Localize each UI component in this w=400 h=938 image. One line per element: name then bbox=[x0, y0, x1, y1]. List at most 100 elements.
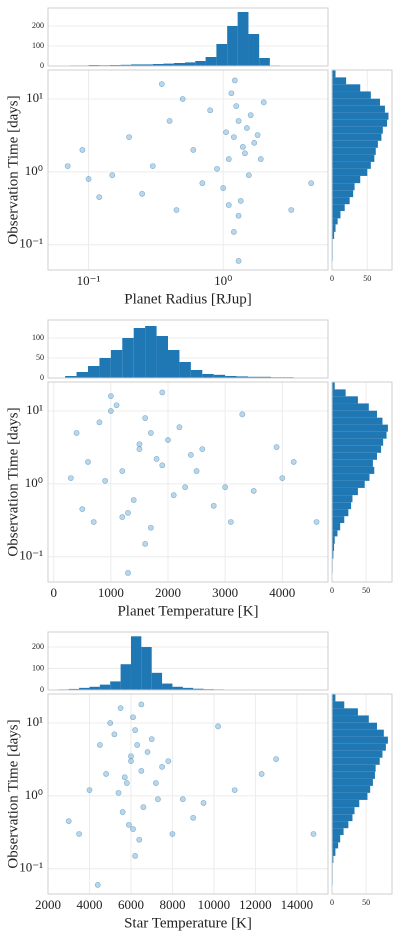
scatter-point bbox=[179, 96, 186, 102]
histogram-bar bbox=[332, 799, 360, 808]
scatter-point bbox=[119, 514, 126, 520]
scatter-point bbox=[86, 787, 93, 793]
histogram-bar bbox=[332, 502, 352, 510]
scatter-point bbox=[119, 468, 126, 474]
scatter-point bbox=[107, 720, 114, 726]
histogram-bar bbox=[205, 57, 217, 66]
y-tick-label: 10⁰ bbox=[25, 475, 43, 490]
histogram-bar bbox=[332, 396, 358, 404]
histogram-bar bbox=[332, 708, 358, 716]
histogram-bar bbox=[145, 326, 157, 378]
scatter-point bbox=[273, 444, 280, 450]
scatter-point bbox=[142, 540, 149, 547]
y-tick-label: 0 bbox=[40, 373, 44, 382]
histogram-bar bbox=[332, 112, 389, 120]
histogram-bar bbox=[99, 358, 111, 378]
histogram-bar bbox=[332, 543, 335, 551]
histogram-bar bbox=[332, 126, 383, 134]
scatter-point bbox=[90, 519, 97, 525]
scatter-point bbox=[230, 134, 237, 140]
histogram-bar bbox=[332, 480, 365, 488]
histogram-bar bbox=[332, 197, 350, 205]
x-axis-label: Planet Temperature [K] bbox=[117, 603, 258, 619]
histogram-bar bbox=[332, 410, 377, 418]
scatter-point bbox=[222, 484, 229, 491]
scatter-point bbox=[159, 462, 166, 469]
scatter-point bbox=[182, 484, 189, 491]
scatter-point bbox=[94, 881, 101, 888]
histogram-bar bbox=[332, 417, 383, 425]
histogram-bar bbox=[332, 119, 388, 127]
histogram-bar bbox=[332, 438, 384, 446]
scatter-point bbox=[96, 742, 103, 748]
histogram-bar bbox=[172, 686, 183, 690]
y-axis-label: Observation Time [days] bbox=[5, 95, 21, 244]
histogram-bar bbox=[332, 452, 377, 460]
scatter-point bbox=[128, 753, 134, 760]
scatter-point bbox=[73, 430, 80, 436]
scatter-point bbox=[257, 156, 264, 162]
histogram-bar bbox=[332, 821, 349, 829]
histogram-bar bbox=[89, 686, 100, 690]
scatter-point bbox=[288, 207, 295, 213]
scatter-point bbox=[102, 477, 109, 484]
histogram-bar bbox=[332, 168, 368, 176]
scatter-point bbox=[125, 509, 131, 516]
histogram-bar bbox=[122, 338, 134, 378]
histogram-bar bbox=[332, 218, 338, 225]
scatter-point bbox=[251, 139, 258, 146]
histogram-bar bbox=[79, 687, 90, 690]
scatter-point bbox=[64, 163, 71, 169]
y-tick-label: 10⁰ bbox=[25, 163, 43, 178]
y-tick-label: 10⁻¹ bbox=[19, 548, 43, 563]
scatter-point bbox=[159, 389, 166, 396]
histogram-bar bbox=[156, 336, 168, 378]
histogram-bar bbox=[332, 495, 353, 503]
scatter-point bbox=[176, 424, 183, 431]
axes-frame bbox=[47, 693, 329, 895]
axes-frame bbox=[47, 381, 329, 583]
scatter-point bbox=[170, 492, 177, 499]
y-tick-label: 10⁻¹ bbox=[19, 236, 43, 251]
y-tick-label: 100 bbox=[32, 333, 44, 342]
y-tick-label: 10⁰ bbox=[25, 787, 43, 802]
histogram-bar bbox=[332, 91, 371, 99]
x-tick-label: 6000 bbox=[118, 897, 144, 912]
histogram-bar bbox=[332, 473, 370, 481]
y-tick-label: 0 bbox=[40, 685, 44, 694]
scatter-point bbox=[193, 468, 200, 474]
scatter-point bbox=[166, 118, 173, 124]
scatter-point bbox=[123, 780, 130, 786]
axes-frame bbox=[331, 381, 393, 583]
histogram-bar bbox=[332, 147, 376, 155]
y-tick-label: 50 bbox=[36, 353, 44, 362]
histogram-bar bbox=[332, 842, 339, 849]
scatter-point bbox=[65, 818, 72, 825]
scatter-point bbox=[136, 836, 143, 843]
histogram-bar bbox=[259, 376, 271, 378]
histogram-bar bbox=[130, 636, 142, 690]
histogram-bar bbox=[332, 133, 382, 141]
scatter-point bbox=[239, 144, 246, 150]
histogram-bar bbox=[190, 370, 203, 378]
scatter-point bbox=[165, 758, 172, 764]
histogram-bar bbox=[332, 98, 380, 106]
y-tick-label: 10¹ bbox=[26, 90, 43, 105]
histogram-bar bbox=[332, 848, 336, 856]
histogram-bar bbox=[227, 26, 238, 66]
scatter-point bbox=[242, 150, 248, 157]
histogram-bar bbox=[332, 459, 373, 467]
x-tick-label: 4000 bbox=[269, 585, 295, 600]
scatter-point bbox=[260, 99, 267, 106]
y-tick-label: 0 bbox=[40, 61, 44, 70]
scatter-point bbox=[85, 459, 91, 465]
scatter-point bbox=[235, 257, 242, 264]
axes-frame bbox=[47, 631, 329, 691]
scatter-point bbox=[85, 176, 92, 182]
histogram-bar bbox=[168, 350, 180, 378]
x-tick-label: 2000 bbox=[155, 585, 181, 600]
scatter-point bbox=[147, 430, 154, 436]
histogram-bar bbox=[216, 44, 228, 66]
scatter-point bbox=[134, 742, 141, 748]
